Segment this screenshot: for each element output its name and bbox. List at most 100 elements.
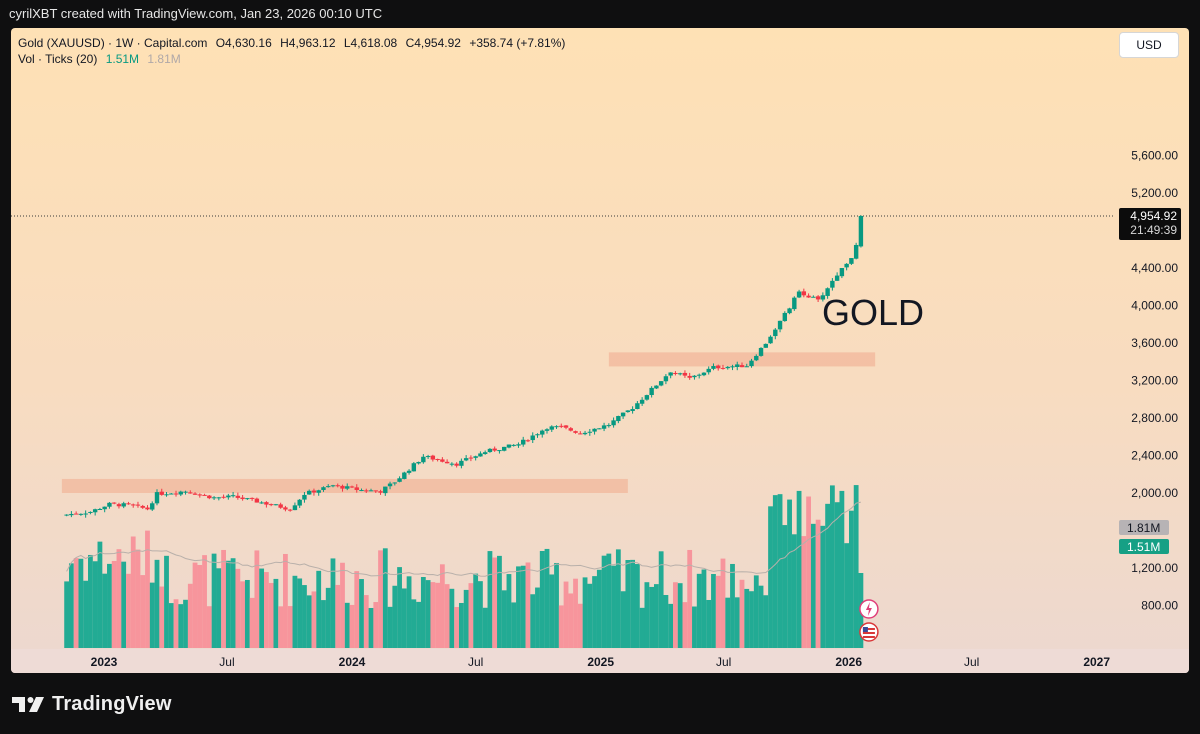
volume-bar [582,577,588,648]
candle-body [121,503,126,507]
price-tick-label: 800.00 [1141,599,1178,613]
candle-body [463,458,469,461]
time-tick-label: 2026 [835,655,862,669]
candle-body [92,509,98,513]
candle-body [126,503,131,505]
flag-stripe [862,632,875,634]
candle-body [188,492,193,494]
candle-body [440,459,445,462]
volume-bar [149,582,155,648]
volume-bar [92,561,98,648]
volume-bar [111,560,117,648]
volume-bar [658,551,664,648]
price-tick-label: 5,600.00 [1131,149,1178,163]
candle-body [107,502,112,507]
candle-body [268,504,274,506]
candle-body [749,360,754,367]
candle-body [97,509,103,511]
candle-body [782,312,788,322]
candle-body [102,506,107,510]
volume-bar [782,525,788,648]
price-chart[interactable]: 5,600.00 5,200.00 4,400.00 4,000.00 3,600.00… [11,28,1189,673]
volume-bar [620,591,626,648]
candle-body [516,444,521,446]
chart-panel[interactable]: 5,600.00 5,200.00 4,400.00 4,000.00 3,600.00… [11,28,1189,673]
volume-bar [701,569,707,648]
volume-bar [516,566,521,648]
candle-body [482,452,488,455]
flag-canton [862,627,868,632]
volume-bar [311,591,317,648]
candle-body [673,372,678,374]
volume-label[interactable]: Vol · Ticks (20) [18,52,98,66]
volume-bar [439,564,445,648]
candle-body [792,297,797,310]
candle-body [245,498,250,500]
volume-bar [763,595,769,648]
volume-bar [634,564,640,648]
candle-body [563,425,569,428]
volume-bar [88,554,93,648]
candle-body [735,364,740,368]
volume-bar [749,591,754,648]
volume-bar [639,607,645,648]
volume-bar [240,581,246,648]
candle-body [521,439,526,445]
symbol-title[interactable]: Gold (XAUUSD) · 1W · Capital.com [18,36,208,50]
candle-body [264,502,269,505]
volume-bar [644,582,650,648]
volume-bar [739,579,745,648]
candle-body [150,503,155,510]
candle-body [677,373,683,375]
volume-bar [202,555,207,648]
volume-bar [677,583,683,648]
volume-bar [68,563,74,648]
price-tick-label: 2,000.00 [1131,486,1178,500]
candle-body [154,492,160,504]
volume-bar [653,584,659,648]
volume-bar [206,606,212,648]
volume-bar [297,578,303,648]
volume-bar [102,573,108,648]
candle-body [582,432,588,435]
candle-body [635,403,640,410]
volume-bar [406,576,412,648]
candle-body [183,491,188,493]
volume-ma-polyline [66,501,862,577]
candle-body [587,431,593,433]
candle-body [330,485,336,487]
candle-body [135,504,141,506]
time-tick-label: 2024 [339,655,366,669]
volume-bar [387,606,393,648]
currency-button[interactable]: USD [1119,32,1179,58]
time-axis[interactable]: 2023 Jul 2024 Jul 2025 Jul 2026 Jul 2027 [11,649,1189,673]
volume-bar [83,580,89,648]
volume-bar [382,548,388,648]
price-axis[interactable]: 5,600.00 5,200.00 4,400.00 4,000.00 3,600.00… [1119,149,1181,613]
volume-bar [302,585,307,648]
volume-bar [164,555,169,648]
candle-body [559,425,564,427]
event-icons[interactable] [859,599,879,642]
volume-bar [249,597,255,648]
volume-bar [834,502,840,648]
volume-bar [340,562,345,648]
volume-value-axis-label: 1.51M [1127,540,1160,554]
volume-bar [130,536,136,648]
candle-body [173,493,179,495]
volume-bar [430,582,436,648]
candle-body [701,372,707,376]
candle-body [402,472,407,479]
candle-body [283,507,288,510]
close-value: C4,954.92 [405,36,461,50]
candle-body [839,268,845,277]
candle-body [687,375,692,378]
volume-bar [796,490,802,648]
volume-bar [497,555,502,648]
candles[interactable] [64,215,864,518]
candle-body [73,513,79,515]
candle-body [853,244,859,259]
candle-body [83,513,88,515]
candle-body [273,504,279,506]
price-tick-label: 5,200.00 [1131,186,1178,200]
